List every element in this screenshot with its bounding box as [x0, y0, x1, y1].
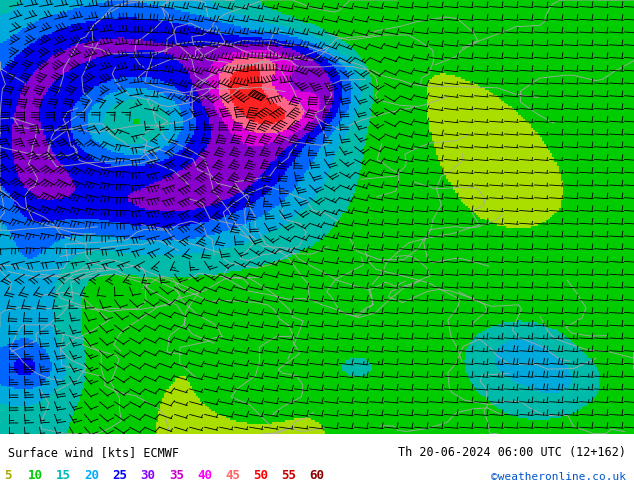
Text: 10: 10 [29, 468, 43, 482]
Text: ©weatheronline.co.uk: ©weatheronline.co.uk [491, 471, 626, 482]
Text: 45: 45 [225, 468, 240, 482]
Text: 40: 40 [197, 468, 212, 482]
Text: 60: 60 [309, 468, 325, 482]
Text: 50: 50 [253, 468, 268, 482]
Text: 35: 35 [169, 468, 184, 482]
Text: 30: 30 [141, 468, 156, 482]
Text: 25: 25 [113, 468, 127, 482]
Text: Th 20-06-2024 06:00 UTC (12+162): Th 20-06-2024 06:00 UTC (12+162) [398, 446, 626, 459]
Text: Surface wind [kts] ECMWF: Surface wind [kts] ECMWF [8, 446, 179, 459]
Text: 20: 20 [84, 468, 100, 482]
Text: 55: 55 [281, 468, 296, 482]
Text: 5: 5 [4, 468, 11, 482]
Text: 15: 15 [56, 468, 72, 482]
